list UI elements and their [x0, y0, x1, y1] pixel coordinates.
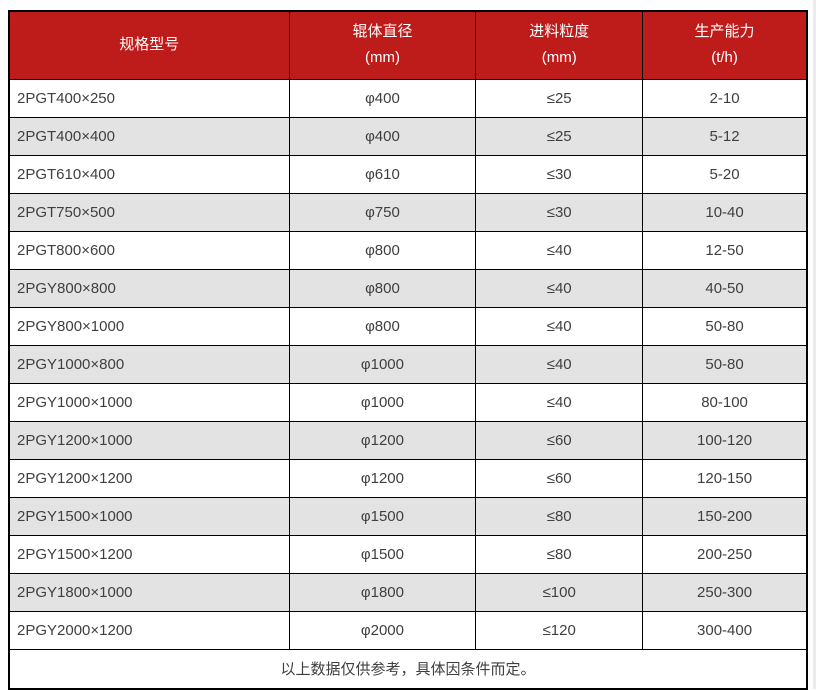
value-cell: 250-300 [642, 572, 808, 612]
value-cell: 2-10 [642, 78, 808, 118]
value-cell: ≤30 [475, 192, 644, 232]
value-cell: 80-100 [642, 382, 808, 422]
value-cell: ≤25 [475, 78, 644, 118]
value-cell: ≤40 [475, 230, 644, 270]
column-header-label: 规格型号 [119, 36, 180, 54]
value-cell: φ750 [288, 192, 477, 232]
value-cell: φ1500 [288, 534, 477, 574]
column-header-unit: (mm) [541, 49, 577, 67]
value-cell: ≤120 [475, 610, 644, 650]
model-cell: 2PGY1200×1200 [8, 458, 290, 498]
table-row: 2PGT800×600 φ800 ≤40 12-50 [8, 230, 808, 270]
value-cell: φ800 [288, 306, 477, 346]
model-cell: 2PGY1200×1000 [8, 420, 290, 460]
value-cell: φ1500 [288, 496, 477, 536]
table-row: 2PGY1000×800 φ1000 ≤40 50-80 [8, 344, 808, 384]
model-cell: 2PGY2000×1200 [8, 610, 290, 650]
value-cell: ≤100 [475, 572, 644, 612]
model-cell: 2PGT400×400 [8, 116, 290, 156]
value-cell: φ400 [288, 78, 477, 118]
column-header-1: 规格型号 [8, 10, 290, 80]
model-cell: 2PGY1500×1000 [8, 496, 290, 536]
footnote-row: 以上数据仅供参考，具体因条件而定。 [8, 648, 808, 690]
value-cell: φ1000 [288, 344, 477, 384]
value-cell: φ1000 [288, 382, 477, 422]
table-row: 2PGT400×250 φ400 ≤25 2-10 [8, 78, 808, 118]
value-cell: φ2000 [288, 610, 477, 650]
column-header-unit: (t/h) [711, 49, 738, 67]
value-cell: φ800 [288, 230, 477, 270]
model-cell: 2PGT610×400 [8, 154, 290, 194]
value-cell: 150-200 [642, 496, 808, 536]
value-cell: 40-50 [642, 268, 808, 308]
table-row: 2PGY1500×1000 φ1500 ≤80 150-200 [8, 496, 808, 536]
value-cell: 50-80 [642, 306, 808, 346]
value-cell: 5-12 [642, 116, 808, 156]
column-header-unit: (mm) [364, 49, 400, 67]
column-header-label: 进料粒度 [529, 23, 590, 41]
column-header-2: 辊体直径 (mm) [288, 10, 477, 80]
table-row: 2PGY1800×1000 φ1800 ≤100 250-300 [8, 572, 808, 612]
spec-table-container: 规格型号 辊体直径 (mm) 进料粒度 (mm) 生产能力 (t/h) 2PGT400×25… [8, 10, 808, 690]
value-cell: φ1800 [288, 572, 477, 612]
model-cell: 2PGT800×600 [8, 230, 290, 270]
value-cell: ≤80 [475, 534, 644, 574]
model-cell: 2PGT750×500 [8, 192, 290, 232]
value-cell: φ400 [288, 116, 477, 156]
table-footnote: 以上数据仅供参考，具体因条件而定。 [8, 648, 808, 690]
model-cell: 2PGY1500×1200 [8, 534, 290, 574]
value-cell: ≤40 [475, 306, 644, 346]
table-row: 2PGY1500×1200 φ1500 ≤80 200-250 [8, 534, 808, 574]
header-row: 规格型号 辊体直径 (mm) 进料粒度 (mm) 生产能力 (t/h) [8, 10, 808, 80]
table-row: 2PGT750×500 φ750 ≤30 10-40 [8, 192, 808, 232]
table-row: 2PGY800×1000 φ800 ≤40 50-80 [8, 306, 808, 346]
value-cell: 10-40 [642, 192, 808, 232]
value-cell: 120-150 [642, 458, 808, 498]
value-cell: φ1200 [288, 458, 477, 498]
value-cell: 5-20 [642, 154, 808, 194]
value-cell: ≤40 [475, 344, 644, 384]
table-row: 2PGT610×400 φ610 ≤30 5-20 [8, 154, 808, 194]
value-cell: ≤25 [475, 116, 644, 156]
value-cell: φ610 [288, 154, 477, 194]
value-cell: 200-250 [642, 534, 808, 574]
model-cell: 2PGY800×1000 [8, 306, 290, 346]
table-row: 2PGY1200×1200 φ1200 ≤60 120-150 [8, 458, 808, 498]
model-cell: 2PGY1000×800 [8, 344, 290, 384]
model-cell: 2PGY1800×1000 [8, 572, 290, 612]
column-header-label: 生产能力 [694, 23, 755, 41]
column-header-3: 进料粒度 (mm) [475, 10, 644, 80]
spec-table-body: 2PGT400×250 φ400 ≤25 2-10 2PGT400×400 φ400 ≤25… [8, 78, 808, 650]
value-cell: φ800 [288, 268, 477, 308]
value-cell: ≤30 [475, 154, 644, 194]
spec-table-footer: 以上数据仅供参考，具体因条件而定。 [8, 648, 808, 690]
value-cell: ≤60 [475, 458, 644, 498]
table-row: 2PGT400×400 φ400 ≤25 5-12 [8, 116, 808, 156]
column-header-4: 生产能力 (t/h) [642, 10, 808, 80]
table-row: 2PGY2000×1200 φ2000 ≤120 300-400 [8, 610, 808, 650]
table-row: 2PGY1000×1000 φ1000 ≤40 80-100 [8, 382, 808, 422]
value-cell: 300-400 [642, 610, 808, 650]
value-cell: 50-80 [642, 344, 808, 384]
model-cell: 2PGT400×250 [8, 78, 290, 118]
model-cell: 2PGY800×800 [8, 268, 290, 308]
value-cell: ≤60 [475, 420, 644, 460]
value-cell: φ1200 [288, 420, 477, 460]
model-cell: 2PGY1000×1000 [8, 382, 290, 422]
value-cell: 100-120 [642, 420, 808, 460]
page-right-edge [813, 0, 816, 689]
table-row: 2PGY1200×1000 φ1200 ≤60 100-120 [8, 420, 808, 460]
value-cell: 12-50 [642, 230, 808, 270]
value-cell: ≤40 [475, 268, 644, 308]
value-cell: ≤80 [475, 496, 644, 536]
spec-table: 规格型号 辊体直径 (mm) 进料粒度 (mm) 生产能力 (t/h) 2PGT400×25… [8, 10, 808, 690]
value-cell: ≤40 [475, 382, 644, 422]
table-row: 2PGY800×800 φ800 ≤40 40-50 [8, 268, 808, 308]
spec-table-header: 规格型号 辊体直径 (mm) 进料粒度 (mm) 生产能力 (t/h) [8, 10, 808, 80]
column-header-label: 辊体直径 [352, 23, 413, 41]
